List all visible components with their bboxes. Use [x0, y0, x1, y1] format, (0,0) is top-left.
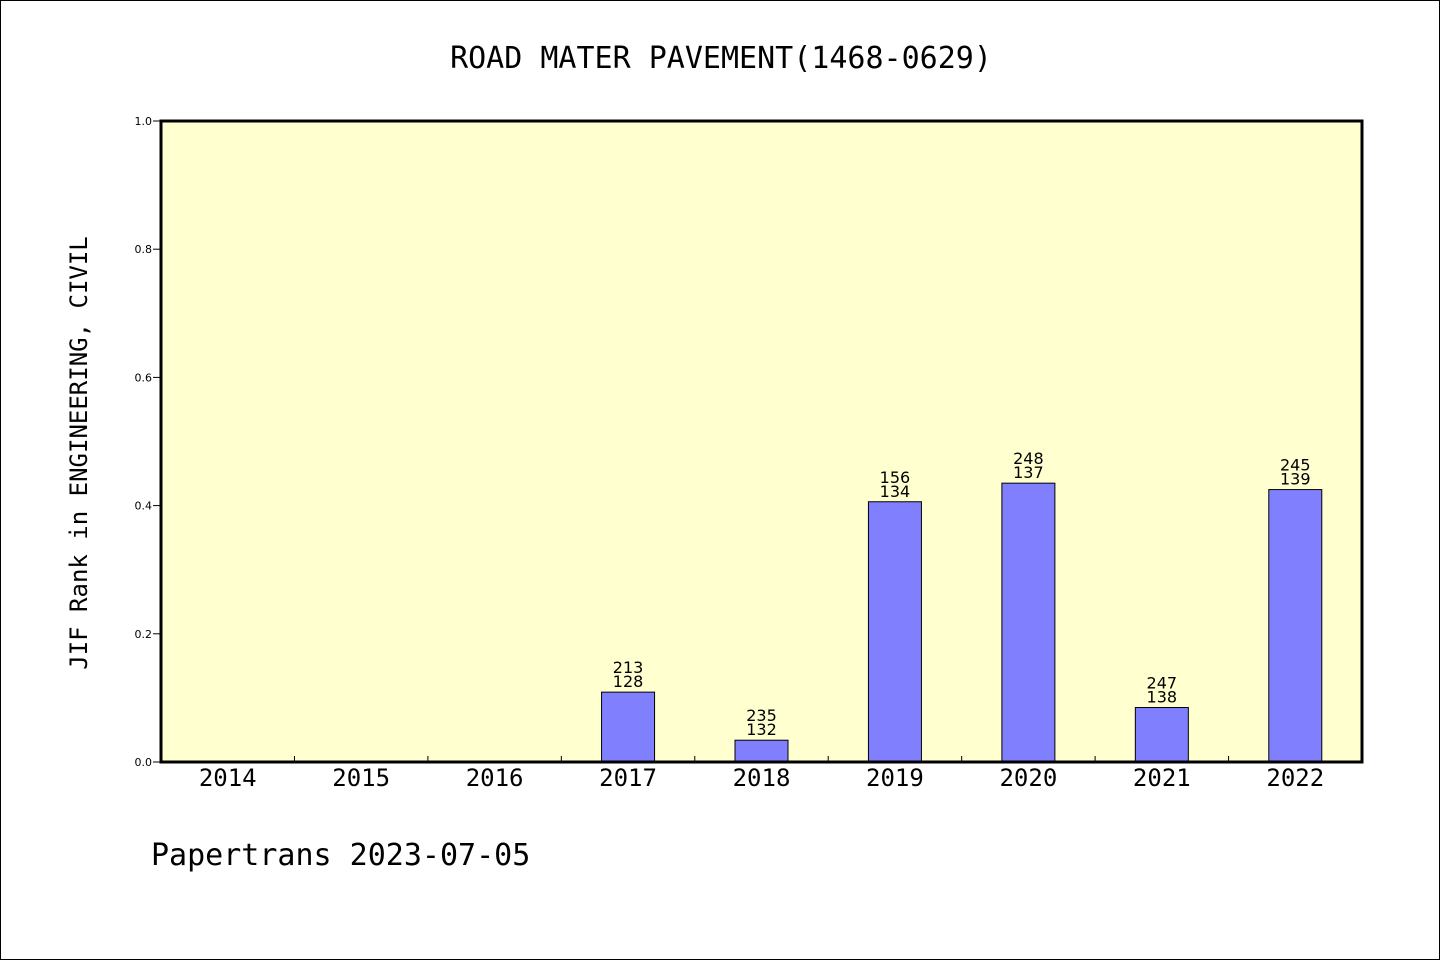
y-tick-label: 0.4: [135, 500, 153, 513]
bar: [1001, 482, 1056, 763]
y-tick-label: 0.2: [135, 628, 153, 641]
bar-labels: 213 128 235 132 156 134 248 137 247 138 245 139: [613, 449, 1311, 739]
plot-area: [161, 121, 1362, 762]
bars: [601, 482, 1323, 763]
x-tick-label: 2021: [1133, 764, 1191, 792]
y-tick-label: 0.8: [135, 243, 153, 256]
plot-border: [159, 119, 1364, 764]
bar-data-label: 235 132: [746, 706, 777, 739]
x-tick-label: 2017: [599, 764, 657, 792]
bar-data-label: 156 134: [880, 468, 911, 501]
y-tick-label: 1.0: [135, 115, 153, 128]
x-tick-label: 2016: [466, 764, 524, 792]
bar-data-label: 248 137: [1013, 449, 1044, 482]
x-tick-label: 2018: [733, 764, 791, 792]
bar-data-label: 247 138: [1147, 674, 1178, 707]
x-axis: 2014 2015 2016 2017 2018 2019 2020 2021 2022: [199, 756, 1324, 792]
bar: [1268, 489, 1323, 763]
bar: [601, 691, 656, 763]
x-tick-label: 2020: [999, 764, 1057, 792]
y-tick-label: 0.6: [135, 371, 153, 384]
bar-data-label: 245 139: [1280, 456, 1311, 489]
y-axis-label: JIF Rank in ENGINEERING, CIVIL: [65, 236, 93, 669]
x-tick-label: 2022: [1266, 764, 1324, 792]
footer-text: Papertrans 2023-07-05: [151, 838, 530, 873]
x-tick-label: 2014: [199, 764, 257, 792]
bar: [867, 501, 922, 763]
y-tick-label: 0.0: [135, 756, 153, 769]
bar: [734, 739, 789, 763]
bar: [1134, 707, 1189, 763]
chart-title: ROAD MATER PAVEMENT(1468-0629): [450, 41, 992, 76]
x-tick-label: 2015: [332, 764, 390, 792]
x-tick-label: 2019: [866, 764, 924, 792]
bar-data-label: 213 128: [613, 658, 644, 691]
y-axis: 0.0 0.2 0.4 0.6 0.8 1.0: [135, 115, 161, 769]
